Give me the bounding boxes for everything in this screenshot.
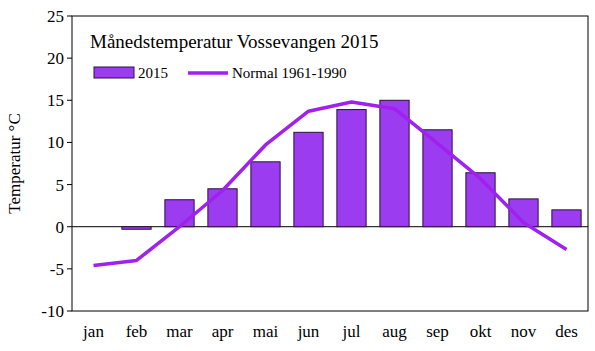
legend-swatch	[188, 71, 228, 75]
x-tick-label: jan	[82, 322, 104, 341]
y-tick	[67, 58, 72, 59]
x-tick-label: des	[555, 322, 578, 341]
y-tick	[67, 311, 72, 312]
y-tick	[67, 268, 72, 269]
title: Månedstemperatur Vossevangen 2015	[90, 31, 378, 52]
x-tick-label: jul	[342, 322, 361, 341]
y-tick-label: 5	[56, 176, 65, 195]
y-tick	[67, 184, 72, 185]
y-tick	[67, 142, 72, 143]
marks	[72, 100, 588, 265]
x-tick-label: aug	[382, 322, 407, 341]
legend-label: 2015	[138, 65, 168, 81]
bar	[294, 132, 323, 226]
y-tick-label: 0	[56, 218, 65, 237]
y-tick	[67, 226, 72, 227]
legend-label: Normal 1961-1990	[232, 65, 347, 81]
x-tick-label: mai	[253, 322, 279, 341]
y-tick-label: -10	[41, 302, 64, 321]
x-tick-label: mar	[166, 322, 193, 341]
y-axis-label: Temperatur °C	[5, 113, 24, 214]
y-tick-label: 15	[47, 91, 64, 110]
x-tick-label: nov	[511, 322, 537, 341]
bar	[208, 189, 237, 227]
legend-swatch	[94, 67, 134, 78]
x-tick-label: okt	[470, 322, 492, 341]
y-tick-label: 20	[47, 49, 64, 68]
bar	[122, 227, 151, 230]
y-tick-label: 10	[47, 133, 64, 152]
x-tick-label: apr	[212, 322, 234, 341]
y-tick-label: 25	[47, 7, 64, 26]
plot-frame	[72, 16, 588, 311]
x-tick-label: sep	[426, 322, 449, 341]
bar	[380, 100, 409, 226]
bar	[79, 226, 108, 227]
y-tick	[67, 100, 72, 101]
y-tick-label: -5	[50, 260, 64, 279]
y-tick	[67, 16, 72, 17]
bar	[165, 200, 194, 227]
x-tick-label: feb	[126, 322, 148, 341]
line	[94, 102, 567, 266]
bar	[337, 110, 366, 227]
bar	[552, 210, 581, 227]
x-tick-label: jun	[297, 322, 320, 341]
chart: -10 -5 0 5 10 15 20 25 Temperatur °C jan febmarapr…	[0, 0, 595, 351]
bar	[251, 162, 280, 227]
